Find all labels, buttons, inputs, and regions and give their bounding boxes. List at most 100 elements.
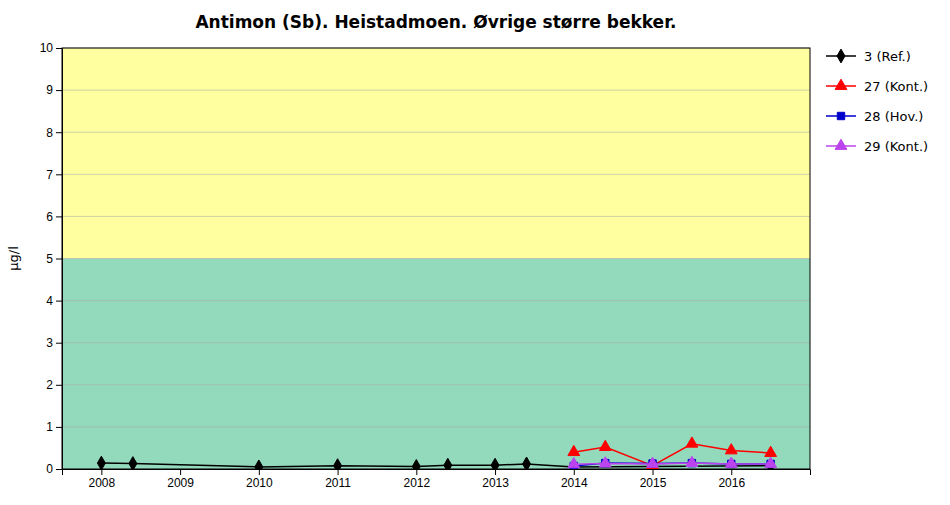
grid-line xyxy=(62,384,810,385)
tick-mark xyxy=(56,48,62,49)
tick: 2014 xyxy=(561,469,588,490)
x-axis: 2008 2009 2010 2011 2012 2013 2014 2015 2016 xyxy=(63,469,811,490)
point xyxy=(97,456,105,469)
tick-mark xyxy=(56,174,62,175)
point xyxy=(255,460,263,469)
tick-label: 2016 xyxy=(718,476,745,490)
series-line xyxy=(101,463,770,467)
tick: 2010 xyxy=(246,469,273,490)
point xyxy=(686,456,698,466)
tick-label: 4 xyxy=(46,294,53,308)
point xyxy=(523,457,531,469)
y-axis-title: µg/l xyxy=(6,246,21,271)
grid-line xyxy=(62,258,810,259)
tick: 4 xyxy=(46,294,62,308)
point xyxy=(568,445,580,455)
legend-marker xyxy=(835,139,847,149)
point xyxy=(129,457,137,469)
grid-line xyxy=(62,174,810,175)
tick-mark xyxy=(101,469,102,475)
grid-line xyxy=(62,132,810,133)
tick: 2012 xyxy=(403,469,430,490)
axis-line xyxy=(63,470,811,476)
legend-item: 28 (Hov.) xyxy=(826,109,923,124)
legend-marker xyxy=(835,79,847,89)
point xyxy=(334,459,342,469)
point xyxy=(491,458,499,469)
tick-label: 2011 xyxy=(325,476,351,490)
grid xyxy=(62,48,810,469)
tick-label: 7 xyxy=(46,168,53,182)
legend-marker xyxy=(837,49,845,63)
tick-label: 2014 xyxy=(561,476,588,490)
y-axis: 0 1 2 3 4 5 6 7 8 9 10 xyxy=(40,41,63,476)
background-band xyxy=(62,48,810,259)
point xyxy=(765,457,777,467)
tick-mark xyxy=(338,469,339,475)
tick-mark xyxy=(180,469,181,475)
point xyxy=(444,458,452,469)
grid-line xyxy=(62,426,810,427)
point xyxy=(647,457,659,467)
tick: 9 xyxy=(46,83,62,97)
tick: 2015 xyxy=(640,469,667,490)
point xyxy=(568,458,580,468)
tick-label: 9 xyxy=(46,83,53,97)
point xyxy=(725,457,737,467)
grid-line xyxy=(62,342,810,343)
tick-label: 2009 xyxy=(167,476,194,490)
tick-label: 2012 xyxy=(403,476,430,490)
tick-mark xyxy=(731,469,732,475)
tick-mark xyxy=(56,90,62,91)
tick-mark xyxy=(495,469,496,475)
point xyxy=(599,457,611,467)
tick-label: 2013 xyxy=(482,476,509,490)
background-band xyxy=(62,259,810,470)
tick: 2013 xyxy=(482,469,509,490)
series xyxy=(97,456,774,469)
point xyxy=(725,444,737,454)
tick: 2008 xyxy=(89,469,116,490)
plot: 2008 2009 2010 2011 2012 2013 2014 2015 2016 0 1 2 3… xyxy=(40,41,811,489)
tick-mark xyxy=(56,259,62,260)
tick: 2 xyxy=(46,378,62,392)
tick-mark xyxy=(56,343,62,344)
tick-label: 10 xyxy=(40,41,54,55)
legend-marker xyxy=(837,112,844,119)
bands xyxy=(62,48,810,469)
tick-mark xyxy=(56,301,62,302)
grid-line xyxy=(62,90,810,91)
tick: 6 xyxy=(46,210,62,224)
legend: 3 (Ref.) 27 (Kont.) 28 (Hov.) 29 (Kont.) xyxy=(826,49,928,154)
tick-mark xyxy=(56,216,62,217)
point xyxy=(765,446,777,456)
tick: 1 xyxy=(46,420,62,434)
tick-label: 1 xyxy=(46,420,53,434)
tick-label: 6 xyxy=(46,210,53,224)
tick: 8 xyxy=(46,126,62,140)
point xyxy=(599,440,611,450)
legend-label: 28 (Hov.) xyxy=(864,109,923,124)
point xyxy=(412,460,420,469)
legend-item: 27 (Kont.) xyxy=(826,79,928,94)
chart: 2008 2009 2010 2011 2012 2013 2014 2015 2016 0 1 2 3… xyxy=(0,0,950,505)
grid-line xyxy=(62,216,810,217)
legend-label: 27 (Kont.) xyxy=(864,79,928,94)
tick-mark xyxy=(574,469,575,475)
legend-label: 3 (Ref.) xyxy=(864,49,911,64)
legend-item: 29 (Kont.) xyxy=(826,139,928,154)
tick-label: 2008 xyxy=(89,476,116,490)
tick-label: 3 xyxy=(46,336,53,350)
series xyxy=(568,437,777,469)
tick: 5 xyxy=(46,252,62,266)
tick-mark xyxy=(56,469,62,470)
tick-label: 8 xyxy=(46,126,53,140)
tick-label: 2015 xyxy=(640,476,667,490)
tick-label: 0 xyxy=(46,462,53,476)
tick-mark xyxy=(653,469,654,475)
series-layer xyxy=(97,437,776,469)
tick: 0 xyxy=(46,462,62,476)
tick-mark xyxy=(416,469,417,475)
tick-label: 2 xyxy=(46,378,53,392)
point xyxy=(686,437,698,447)
